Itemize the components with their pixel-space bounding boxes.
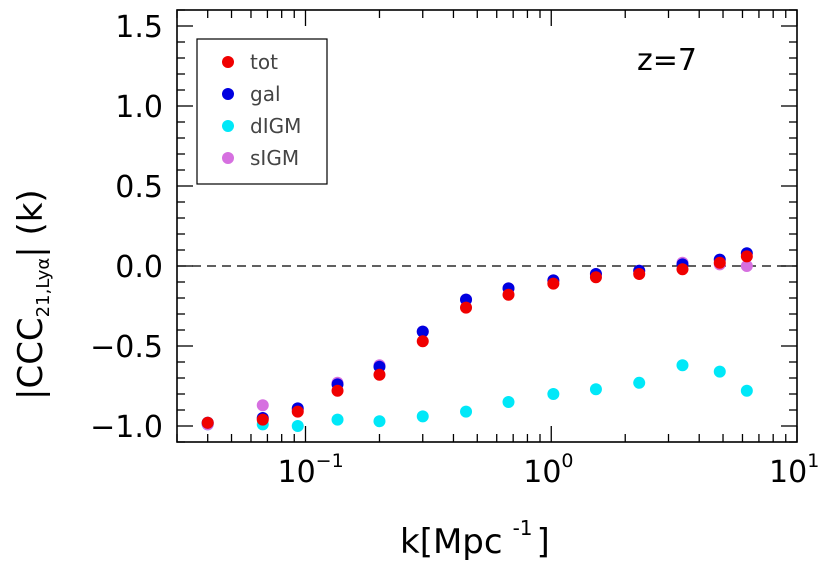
x-tick-label: 101 [769,450,819,490]
y-tick-label: −1.0 [90,410,163,445]
redshift-annotation: z=7 [637,43,697,78]
plot-area [177,247,797,432]
data-point-tot [589,271,602,284]
y-axis-title: |CCC21,Lyα| (k) [11,189,54,400]
data-point-sigm [256,399,269,412]
data-point-tot [201,416,214,429]
data-point-digm [460,405,473,418]
data-point-digm [547,388,560,400]
data-point-digm [502,396,515,408]
y-tick-label: 1.5 [115,10,163,45]
y-tick-label: 0.5 [115,170,163,205]
data-point-tot [256,413,269,426]
legend-marker-sigm [222,152,234,164]
data-point-tot [416,335,429,348]
legend-label-tot: tot [250,50,278,74]
data-point-digm [291,420,304,432]
x-axis-title-sup: -1 [513,516,533,540]
series-tot [201,250,753,429]
legend-label-gal: gal [250,82,281,106]
legend-marker-tot [222,56,234,68]
series-gal [201,247,753,429]
data-point-tot [740,250,753,263]
data-point-digm [373,415,386,428]
plot-frame [176,9,798,443]
axes: −1.0 −0.5 0.0 0.5 1.0 1.5 10−1 100 101 [90,9,819,490]
data-point-digm [589,383,602,396]
x-tick-label: 100 [523,450,573,490]
data-point-tot [713,256,726,269]
x-tick-label: 10−1 [277,450,343,490]
data-point-tot [547,277,560,290]
data-point-tot [633,268,646,280]
y-axis-title-prefix: |CCC [11,317,51,400]
x-axis-title-close: ] [537,522,550,562]
legend-label-sigm: sIGM [250,146,299,170]
data-point-digm [713,365,726,378]
data-point-gal [416,325,429,338]
legend-label-digm: dIGM [250,114,301,138]
data-point-tot [373,368,386,381]
data-point-digm [331,413,344,426]
data-point-digm [740,384,753,397]
y-tick-label: 0.0 [115,250,163,285]
data-point-digm [676,359,689,372]
y-axis-title-suffix: | (k) [11,189,51,257]
legend: tot gal dIGM sIGM [196,38,328,185]
data-point-tot [291,405,304,418]
legend-marker-digm [222,120,234,132]
data-point-tot [460,301,473,314]
data-point-tot [676,263,689,276]
x-axis-title-main: k[Mpc [400,522,503,562]
data-point-digm [633,376,646,389]
series-digm [201,359,753,432]
x-axis-title: k[Mpc -1] [400,516,550,562]
data-point-tot [502,288,515,301]
y-tick-label: −0.5 [90,330,163,365]
y-tick-label: 1.0 [115,90,163,125]
series-sigm [201,256,753,431]
y-axis-title-sub: 21,Lyα [33,258,54,318]
legend-marker-gal [222,88,234,100]
legend-box [196,38,328,185]
data-point-tot [331,384,344,397]
data-point-sigm [740,260,753,272]
data-point-digm [416,410,429,423]
